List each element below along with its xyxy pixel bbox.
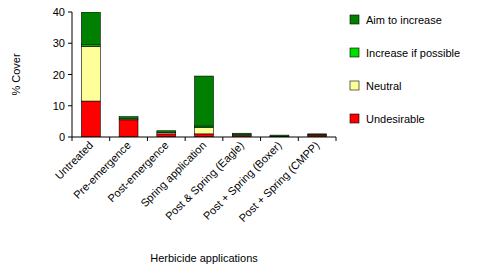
- legend: Aim to increase Increase if possible Neutr…: [350, 14, 460, 125]
- x-tick: [72, 137, 73, 141]
- legend-swatch: [350, 81, 359, 90]
- bar-segment: [308, 134, 327, 135]
- y-tick-label: 10: [53, 100, 65, 112]
- x-tick-label: Spring application: [138, 139, 208, 209]
- bar-segment: [81, 12, 100, 45]
- x-tick-label: Post + Spring (CMPP): [236, 139, 321, 224]
- bar-segment: [270, 135, 289, 136]
- y-tick: [68, 43, 72, 44]
- x-tick: [222, 137, 223, 141]
- bars: [81, 12, 326, 137]
- y-axis-title: % Cover: [10, 53, 22, 96]
- bar-segment: [119, 117, 138, 119]
- bar-segment: [157, 131, 176, 133]
- x-tick: [336, 137, 337, 141]
- x-tick: [147, 137, 148, 141]
- bar-segment: [119, 120, 138, 137]
- bar-segment: [195, 76, 214, 126]
- legend-label: Aim to increase: [366, 14, 442, 26]
- x-axis-title: Herbicide applications: [150, 252, 258, 264]
- bar-segment: [81, 46, 100, 101]
- y-tick-label: 20: [53, 69, 65, 81]
- bar-segment: [308, 133, 327, 135]
- x-axis: [72, 137, 336, 138]
- legend-label: Increase if possible: [366, 47, 460, 59]
- x-tick: [109, 137, 110, 141]
- legend-swatch: [350, 15, 359, 24]
- bar-segment: [195, 128, 214, 134]
- y-tick-label: 40: [53, 6, 65, 18]
- y-tick: [68, 105, 72, 106]
- x-tick: [260, 137, 261, 141]
- y-tick: [68, 12, 72, 13]
- bar-segment: [232, 133, 251, 135]
- legend-swatch: [350, 48, 359, 57]
- bar-segment: [308, 134, 327, 135]
- chart: 010203040UntreatedPre-emergencePost-emer…: [0, 0, 500, 270]
- x-tick: [185, 137, 186, 141]
- y-tick: [68, 137, 72, 138]
- bar-segment: [81, 101, 100, 137]
- legend-label: Neutral: [366, 80, 401, 92]
- y-tick-label: 30: [53, 37, 65, 49]
- y-tick: [68, 74, 72, 75]
- x-tick: [298, 137, 299, 141]
- legend-swatch: [350, 114, 359, 123]
- y-tick-label: 0: [59, 131, 65, 143]
- legend-label: Undesirable: [366, 113, 425, 125]
